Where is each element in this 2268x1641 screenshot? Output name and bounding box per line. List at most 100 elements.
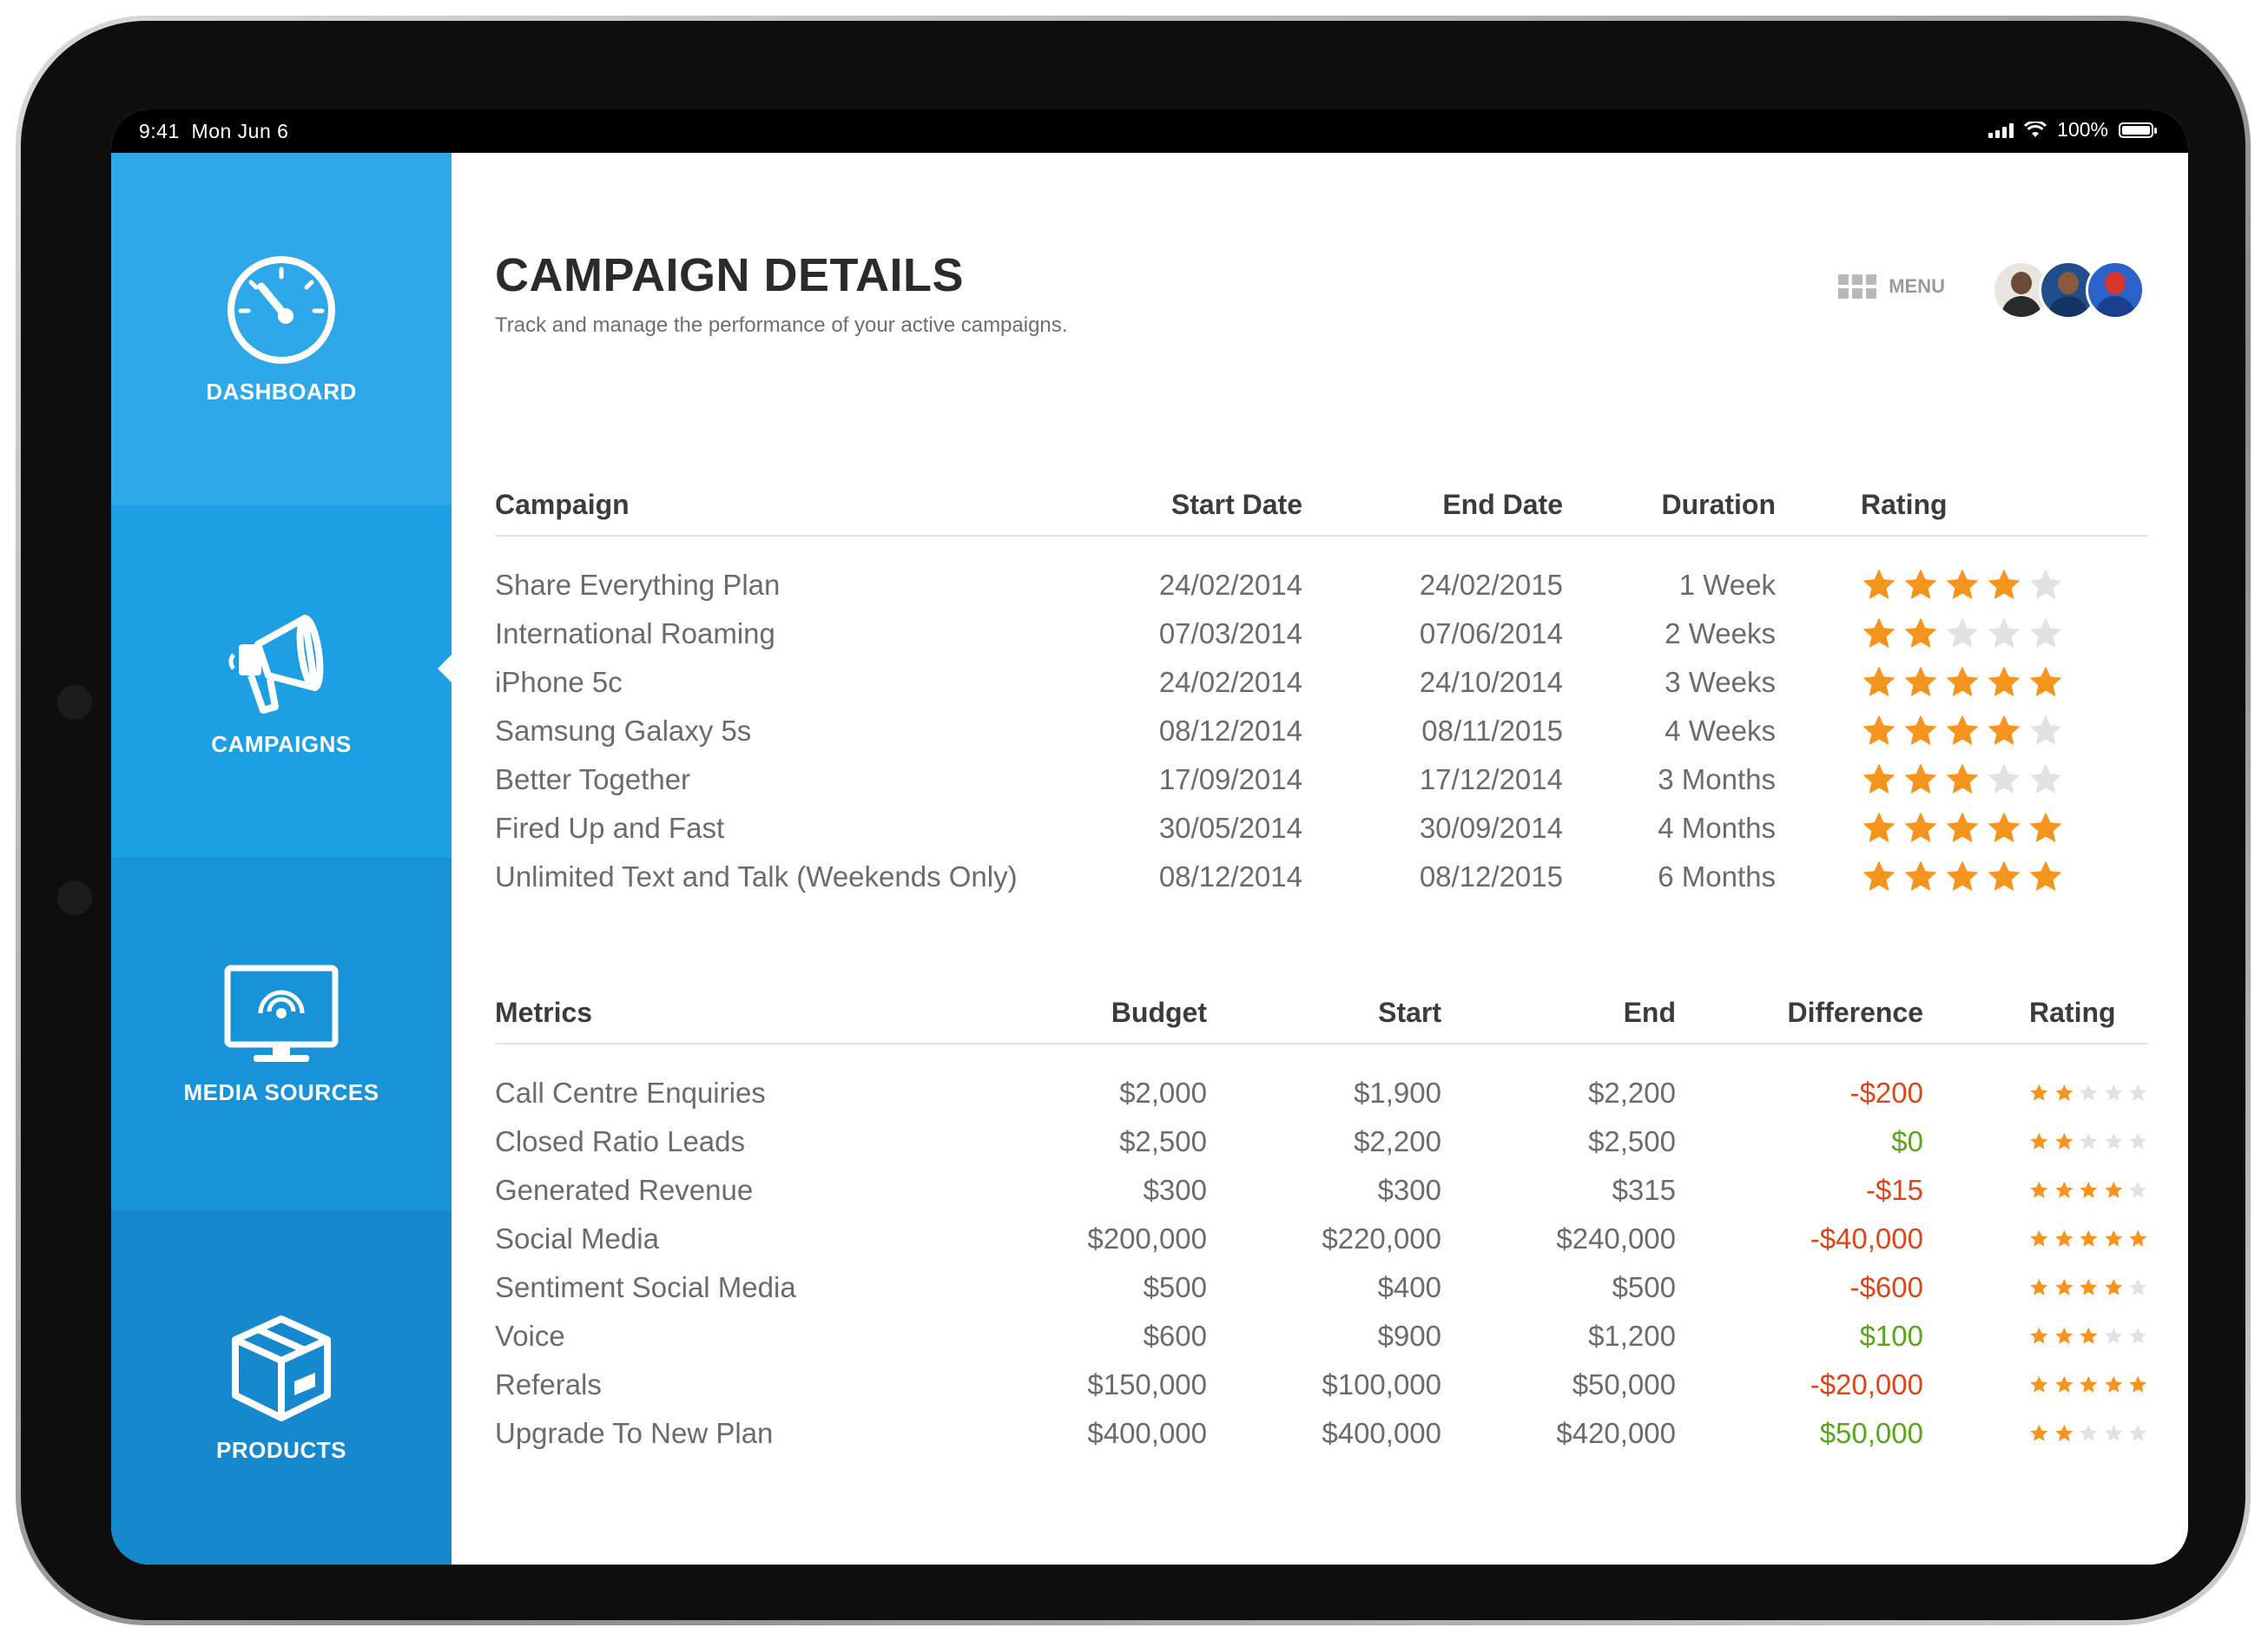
star-icon [1863,715,1895,746]
table-row[interactable]: Sentiment Social Media $500 $400 $500 -$600 [495,1263,2148,1312]
column-header[interactable]: End [1441,982,1676,1045]
box-icon [232,1315,331,1421]
rating-cell[interactable] [1776,804,2148,853]
star-rating[interactable] [1861,811,2148,846]
star-icon [2105,1327,2123,1344]
rating-cell[interactable] [1923,1361,2148,1409]
column-header[interactable]: End Date [1302,474,1563,537]
column-header[interactable]: Rating [1923,982,2148,1045]
table-row[interactable]: Closed Ratio Leads $2,500 $2,200 $2,500 $0 [495,1117,2148,1166]
end-value: $50,000 [1572,1368,1676,1400]
sidebar-item-products[interactable]: PRODUCTS [111,1210,452,1565]
star-icon [1863,569,1895,600]
menu-button[interactable]: MENU [1838,274,1945,299]
rating-cell[interactable] [1923,1044,2148,1117]
table-row[interactable]: Better Together 17/09/2014 17/12/2014 3 Mon… [495,755,2148,804]
table-row[interactable]: Unlimited Text and Talk (Weekends Only) 0… [495,853,2148,901]
difference: -$15 [1865,1174,1923,1206]
star-rating[interactable] [2029,1368,2148,1402]
star-rating[interactable] [1861,616,2148,651]
avatar[interactable] [2086,260,2145,320]
star-rating[interactable] [2029,1270,2148,1305]
star-rating[interactable] [2029,1124,2148,1159]
star-rating[interactable] [1861,568,2148,603]
table-row[interactable]: Social Media $200,000 $220,000 $240,000 -$40… [495,1215,2148,1263]
star-icon [2029,860,2062,892]
star-icon [1904,812,1937,843]
duration: 1 Week [1678,569,1776,601]
duration: 6 Months [1658,860,1776,893]
end-value: $420,000 [1556,1417,1676,1449]
star-icon [1863,812,1895,843]
sidebar-item-label: DASHBOARD [206,378,357,405]
star-icon [2129,1424,2147,1441]
metric-name: Closed Ratio Leads [495,1125,746,1157]
table-row[interactable]: Call Centre Enquiries $2,000 $1,900 $2,200 -… [495,1044,2148,1117]
star-rating[interactable] [1861,762,2148,797]
table-row[interactable]: Voice $600 $900 $1,200 $100 [495,1312,2148,1361]
star-icon [1946,812,1979,843]
table-row[interactable]: Upgrade To New Plan $400,000 $400,000 $420,… [495,1409,2148,1458]
star-icon [2054,1181,2073,1198]
metric-name: Generated Revenue [495,1174,754,1206]
table-row[interactable]: Generated Revenue $300 $300 $315 -$15 [495,1166,2148,1215]
star-icon [1904,860,1937,892]
star-rating[interactable] [2029,1076,2148,1110]
star-rating[interactable] [1861,714,2148,748]
star-icon [1863,666,1895,697]
star-icon [2080,1132,2098,1150]
table-row[interactable]: Samsung Galaxy 5s 08/12/2014 08/11/2015 4 W… [495,707,2148,755]
star-rating[interactable] [1861,860,2148,894]
rating-cell[interactable] [1923,1263,2148,1312]
column-header[interactable]: Difference [1676,982,1923,1045]
star-icon [1904,569,1937,600]
table-row[interactable]: Share Everything Plan 24/02/2014 24/02/201… [495,536,2148,610]
rating-cell[interactable] [1923,1117,2148,1166]
star-icon [2080,1424,2098,1441]
campaign-name: Share Everything Plan [495,569,781,601]
star-rating[interactable] [2029,1319,2148,1354]
sidebar-item-dashboard[interactable]: DASHBOARD [111,153,452,505]
metric-name: Call Centre Enquiries [495,1077,766,1109]
star-rating[interactable] [1861,665,2148,700]
sensor-dot [57,880,92,915]
table-row[interactable]: International Roaming 07/03/2014 07/06/201… [495,610,2148,658]
star-rating[interactable] [2029,1416,2148,1451]
rating-cell[interactable] [1776,658,2148,707]
column-header[interactable]: Start Date [1129,474,1302,537]
column-header[interactable]: Duration [1563,474,1776,537]
budget: $500 [1143,1271,1207,1303]
rating-cell[interactable] [1776,707,2148,755]
budget: $300 [1143,1174,1207,1206]
rating-cell[interactable] [1923,1409,2148,1458]
table-row[interactable]: Fired Up and Fast 30/05/2014 30/09/2014 4 M… [495,804,2148,853]
star-rating[interactable] [2029,1173,2148,1208]
rating-cell[interactable] [1923,1215,2148,1263]
table-header-row: Campaign Start Date End Date Duration Ra… [495,474,2148,537]
column-header[interactable]: Metrics [495,982,1033,1045]
column-header[interactable]: Rating [1776,474,2148,537]
difference: $0 [1891,1125,1923,1157]
table-row[interactable]: iPhone 5c 24/02/2014 24/10/2014 3 Weeks [495,658,2148,707]
sidebar-item-media-sources[interactable]: MEDIA SOURCES [111,858,452,1210]
table-row[interactable]: Referals $150,000 $100,000 $50,000 -$20,000 [495,1361,2148,1409]
star-rating[interactable] [2029,1222,2148,1256]
date: Mon Jun 6 [191,120,289,142]
campaigns-table: Campaign Start Date End Date Duration Ra… [495,474,2148,901]
rating-cell[interactable] [1776,610,2148,658]
rating-cell[interactable] [1776,755,2148,804]
rating-cell[interactable] [1923,1166,2148,1215]
rating-cell[interactable] [1776,853,2148,901]
budget: $2,000 [1119,1077,1207,1109]
column-header[interactable]: Campaign [495,474,1129,537]
rating-cell[interactable] [1923,1312,2148,1361]
rating-cell[interactable] [1776,536,2148,610]
metrics-table: Metrics Budget Start End Difference Rati… [495,982,2148,1458]
column-header[interactable]: Start [1207,982,1441,1045]
camera-dot [57,685,92,720]
sidebar-item-campaigns[interactable]: CAMPAIGNS [111,505,452,858]
column-header[interactable]: Budget [1033,982,1207,1045]
star-icon [1904,666,1937,697]
star-icon [2080,1229,2098,1247]
star-icon [2080,1375,2098,1393]
